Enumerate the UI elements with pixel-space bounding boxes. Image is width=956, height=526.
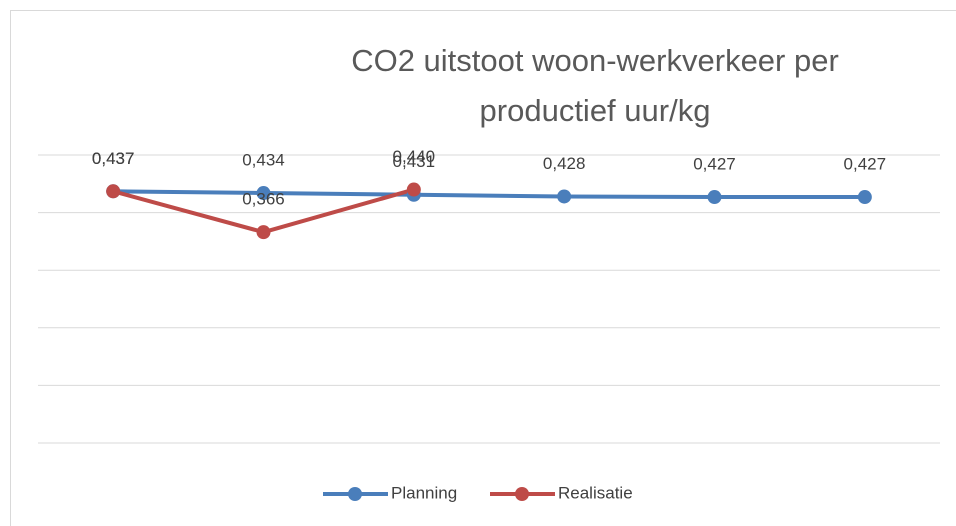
chart-border	[10, 10, 956, 526]
data-point	[707, 190, 722, 205]
data-label: 0,440	[393, 147, 436, 166]
legend-marker	[348, 487, 362, 501]
data-point	[256, 186, 271, 201]
chart-title: CO2 uitstoot woon-werkverkeer per produc…	[351, 43, 839, 128]
data-point	[106, 184, 121, 199]
legend-label: Realisatie	[558, 483, 633, 502]
data-label: 0,428	[543, 154, 586, 173]
data-label: 0,437	[92, 149, 135, 168]
data-point	[406, 182, 421, 197]
legend-label: Planning	[391, 483, 457, 502]
legend-marker	[515, 487, 529, 501]
data-point	[256, 225, 271, 240]
data-point	[557, 189, 572, 204]
data-point	[857, 190, 872, 205]
data-label: 0,434	[242, 151, 285, 170]
data-label: 0,437	[92, 149, 135, 168]
data-label: 0,427	[693, 155, 736, 174]
data-label: 0,427	[844, 155, 887, 174]
series-line	[113, 189, 865, 200]
data-label: 0,431	[393, 152, 436, 171]
data-label: 0,366	[242, 190, 285, 209]
